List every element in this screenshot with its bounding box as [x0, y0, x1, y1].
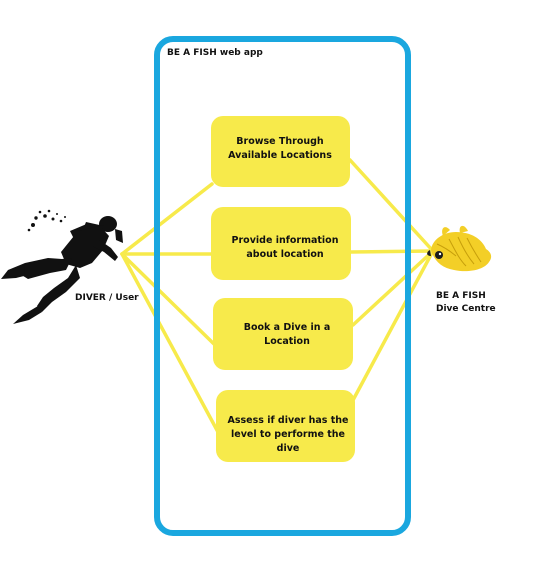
scuba-diver-icon: [1, 209, 123, 324]
use-case-assess-level[interactable]: Assess if diver has the level to perform…: [216, 390, 355, 462]
use-case-assess-line3: dive: [277, 443, 300, 454]
use-case-info-box: [211, 207, 351, 280]
use-case-book-dive[interactable]: Book a Dive in a Location: [213, 298, 353, 370]
use-case-browse-line2: Available Locations: [228, 150, 332, 161]
fish-icon: [427, 225, 492, 272]
dive-centre-label-line1: BE A FISH: [436, 291, 486, 301]
system-title: BE A FISH web app: [167, 48, 263, 58]
use-case-assess-line2: level to performe the: [231, 429, 345, 440]
use-case-browse-locations[interactable]: Browse Through Available Locations: [211, 116, 350, 187]
diver-to-browse-line: [120, 182, 214, 256]
diver-to-book-line: [120, 252, 216, 346]
book-to-centre-line: [351, 249, 435, 327]
assess-to-centre-line: [350, 249, 435, 404]
use-case-info-line2: about location: [246, 249, 323, 260]
use-case-assess-line1: Assess if diver has the: [228, 415, 349, 426]
diver-connectors: [120, 182, 220, 434]
info-to-centre-line: [349, 249, 435, 254]
use-case-browse-line1: Browse Through: [236, 136, 324, 147]
use-case-book-line1: Book a Dive in a: [244, 322, 330, 333]
use-case-book-line2: Location: [264, 336, 310, 347]
diver-label: DIVER / User: [75, 293, 139, 303]
dive-centre-label-line2: Dive Centre: [436, 304, 496, 314]
use-case-provide-information[interactable]: Provide information about location: [211, 207, 351, 280]
diver-to-assess-line: [120, 252, 220, 434]
centre-connectors: [348, 158, 435, 404]
use-case-book-box: [213, 298, 353, 370]
use-case-browse-box: [211, 116, 350, 187]
use-case-assess-box: [216, 390, 355, 462]
system-boundary: [154, 36, 411, 536]
browse-to-centre-line: [348, 158, 435, 253]
use-case-info-line1: Provide information: [232, 235, 339, 246]
